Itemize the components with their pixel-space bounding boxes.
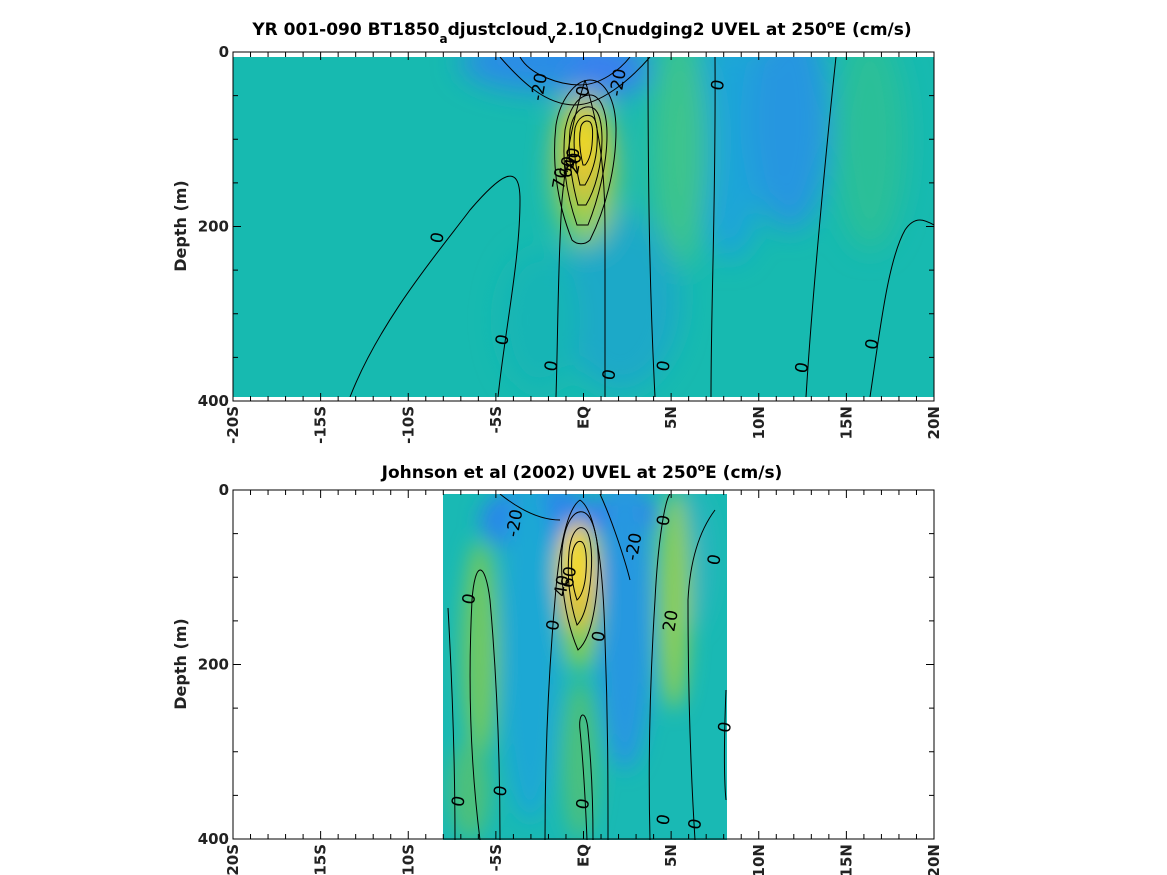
contour-label: 0: [541, 359, 563, 373]
contour-label: -20: [527, 71, 552, 102]
x-tick-label: -5S: [487, 406, 505, 433]
x-tick-label: 15N: [837, 844, 855, 875]
x-tick-label: -20S: [224, 844, 242, 875]
y-tick-label: 400: [198, 392, 229, 410]
y-axis-label-bottom: Depth (m): [171, 618, 190, 710]
contour-label: -20: [622, 531, 647, 562]
contour-label: 0: [715, 720, 737, 734]
contour-label: 0: [588, 630, 610, 644]
contour-label: 20: [563, 151, 586, 176]
x-tick-label: 10N: [750, 406, 768, 439]
x-tick-label: 20N: [925, 844, 943, 875]
x-tick-label: 15N: [837, 406, 855, 439]
x-tick-label: -5S: [487, 844, 505, 871]
contour-label: 0: [704, 553, 726, 567]
contour-label: 40: [561, 146, 584, 171]
x-tick-label: EQ: [575, 406, 593, 429]
contour-label: 60: [558, 565, 581, 590]
x-tick-label: 5N: [662, 406, 680, 429]
x-tick-label: EQ: [575, 844, 593, 867]
contour-label: 0: [708, 78, 730, 92]
contour-label: 0: [653, 813, 675, 827]
x-tick-label: -15S: [312, 406, 330, 444]
x-axis-bottom: -20S -15S -10S -5S EQ 5N 10N 15N 20N: [224, 490, 943, 875]
x-tick-label: -15S: [312, 844, 330, 875]
contour-label: 0: [685, 817, 707, 831]
contour-label: 0: [543, 618, 565, 632]
contour-label: 0: [492, 333, 514, 347]
heatmap-field-top: [233, 57, 934, 397]
y-tick-label: 0: [219, 481, 229, 499]
contour-label: 0: [459, 592, 481, 606]
chart-title-top: YR 001-090 BT1850adjustcloudv2.10lCnudgi…: [251, 18, 911, 46]
x-tick-label: 5N: [662, 844, 680, 867]
chart-panel-top: YR 001-090 BT1850adjustcloudv2.10lCnudgi…: [171, 18, 943, 444]
contour-label: 0: [862, 337, 884, 351]
heatmap-field-bottom: [443, 494, 727, 840]
contour-label: 20: [659, 608, 682, 633]
contour-label: 0: [653, 513, 675, 527]
contour-label: -20: [503, 508, 528, 539]
x-tick-label: -20S: [224, 406, 242, 444]
x-tick-label: -10S: [399, 406, 417, 444]
y-axis-label-top: Depth (m): [171, 180, 190, 272]
y-tick-label: 400: [198, 830, 229, 848]
contour-label: 0: [573, 84, 595, 98]
contour-label: 40: [551, 574, 574, 599]
contour-label: 0: [792, 361, 814, 375]
y-tick-label: 0: [219, 43, 229, 61]
contour-label: 60: [556, 155, 579, 180]
y-tick-label: 200: [198, 218, 229, 236]
contour-label: 0: [573, 797, 595, 811]
contour-label: 0: [599, 368, 621, 382]
x-tick-label: 20N: [925, 406, 943, 439]
contour-label: 0: [490, 784, 512, 798]
x-tick-label: 10N: [750, 844, 768, 875]
chart-title-bottom: Johnson et al (2002) UVEL at 250oE (cm/s…: [381, 461, 783, 483]
contour-label: 0: [427, 231, 449, 245]
x-tick-label: -10S: [399, 844, 417, 875]
contour-label: 0: [653, 359, 675, 373]
chart-panel-bottom: Johnson et al (2002) UVEL at 250oE (cm/s…: [171, 461, 943, 875]
contour-label: 0: [448, 794, 470, 808]
x-axis-top: -20S -15S -10S -5S EQ 5N 10N 15N 20N: [224, 52, 943, 444]
y-tick-label: 200: [198, 656, 229, 674]
contour-label: 70: [549, 166, 572, 191]
contour-label: -20: [606, 67, 631, 98]
